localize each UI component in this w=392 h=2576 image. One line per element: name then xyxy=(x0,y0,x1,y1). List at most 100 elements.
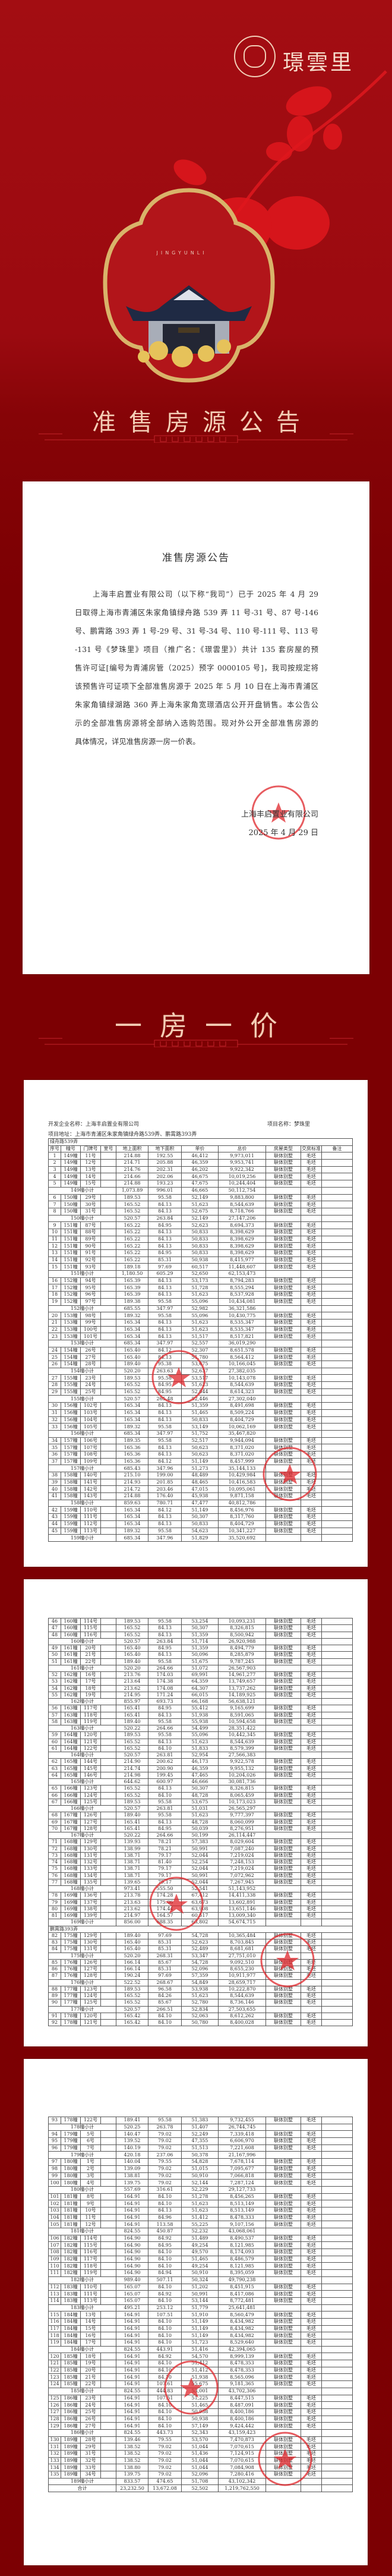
unit-price: 53,517 xyxy=(181,1374,219,1383)
subtotal-label: 182幢小计 xyxy=(48,2276,116,2284)
room-number xyxy=(100,2193,116,2201)
seq-number: 69 xyxy=(48,1818,61,1826)
delivery-standard: 毛坯 xyxy=(301,2206,322,2215)
above-ground-area: 685.43 xyxy=(116,1465,148,1472)
above-ground-area: 856.00 xyxy=(116,1919,148,1926)
above-ground-area: 164.91 xyxy=(116,2401,148,2409)
building-number: 151幢 xyxy=(61,1228,81,1236)
house-type: 联体别墅 xyxy=(265,2165,301,2173)
seq-number: 66 xyxy=(48,1791,61,1799)
table-row: 61 164幢 122号 165.52 84.10 51,833 8,579,399 联体别墅… xyxy=(48,1744,353,1753)
building-number: 184幢 xyxy=(61,2311,81,2319)
note xyxy=(321,2123,353,2131)
delivery-standard: 毛坯 xyxy=(301,2234,322,2243)
seq-number: 64 xyxy=(48,1771,61,1780)
above-ground-area: 189.32 xyxy=(116,1312,148,1320)
unit-price: 54,570 xyxy=(181,2353,219,2361)
unit-price: 52,144 xyxy=(181,2179,219,2187)
above-ground-area: 165.52 xyxy=(116,1999,148,2007)
delivery-standard: 毛坯 xyxy=(301,1818,322,1826)
underground-area: 164.57 xyxy=(148,1911,182,1920)
unit-price: 51,359 xyxy=(181,1402,219,1410)
door-number: 102号 xyxy=(80,1402,101,1410)
door-number: 25号 xyxy=(80,1388,101,1396)
note xyxy=(321,2221,353,2228)
column-header: 室号 xyxy=(100,1145,116,1153)
total-price: 9,181,365 xyxy=(218,2380,266,2388)
seq-number: 7 xyxy=(48,1201,61,1208)
delivery-standard: 毛坯 xyxy=(301,2241,322,2250)
above-ground-area: 165.52 xyxy=(116,1738,148,1746)
house-type: 联体别墅 xyxy=(265,1705,301,1712)
table-row: 71 168幢 129号 139.93 78.21 57,383 8,029,604 联体别墅… xyxy=(48,1838,353,1846)
note xyxy=(321,1698,353,1706)
total-price: 8,447,515 xyxy=(218,2394,266,2402)
unit-price: 66,015 xyxy=(181,1691,219,1699)
seq-number: 68 xyxy=(48,1812,61,1819)
door-number: 129号 xyxy=(80,1838,101,1846)
seq-number: 47 xyxy=(48,1624,61,1632)
delivery-standard: 毛坯 xyxy=(301,1485,322,1494)
seq-number: 126 xyxy=(48,2401,61,2409)
building-number: 164幢 xyxy=(61,1738,81,1746)
building-number: 155幢 xyxy=(61,1381,81,1389)
unit-price: 47,477 xyxy=(181,1499,219,1507)
unit-price: 51,383 xyxy=(181,2117,219,2124)
total-price: 8,451,915 xyxy=(218,2283,266,2291)
room-number xyxy=(100,1249,116,1257)
note xyxy=(321,1152,353,1160)
note xyxy=(321,1367,353,1375)
note xyxy=(321,1492,353,1500)
total-price: 8,703,845 xyxy=(218,1938,266,1947)
total-price: 26,567,903 xyxy=(218,1664,266,1673)
table-row: 7 150幢 30号 165.52 84.13 51,623 8,544,639 联体别墅 毛坯 xyxy=(48,1201,353,1208)
seq-number: 62 xyxy=(48,1758,61,1766)
unit-price: 52,623 xyxy=(181,1221,219,1229)
total-price: 8,999,139 xyxy=(218,2353,266,2361)
subtotal-label: 168幢小计 xyxy=(48,1885,116,1893)
building-number: 186幢 xyxy=(61,2408,81,2416)
building-number: 178幢 xyxy=(61,2012,81,2020)
room-number xyxy=(100,2360,116,2367)
house-type: 联体别墅 xyxy=(265,1744,301,1753)
underground-area: 95.58 xyxy=(148,1718,182,1726)
total-price: 8,317,760 xyxy=(218,1513,266,1521)
underground-area: 79.02 xyxy=(148,2179,182,2187)
unit-price: 51,938 xyxy=(181,2373,219,2382)
total-price: 40,812,786 xyxy=(218,1499,266,1507)
subtotal-row: 155幢小计 520.57 265.48 52,446 27,302,040 xyxy=(48,1395,353,1403)
seq-number: 106 xyxy=(48,2234,61,2243)
table-row: 79 169幢 137号 213.63 175.06 63,673 13,602,891 联体… xyxy=(48,1898,353,1906)
house-type: 联体别墅 xyxy=(265,2269,301,2277)
unit-price: 51,623 xyxy=(181,1291,219,1299)
total-price: 36,321,586 xyxy=(218,1305,266,1313)
building-number: 179幢 xyxy=(61,2144,81,2152)
room-number xyxy=(100,2297,116,2305)
underground-area: 84.26 xyxy=(148,1992,182,2000)
table-row: 126 186幢 24号 164.91 84.10 51,465 8,487,091 联体别墅… xyxy=(48,2401,353,2409)
delivery-standard: 毛坯 xyxy=(301,1298,322,1306)
delivery-standard xyxy=(301,1305,322,1313)
subtotal-label: 160幢小计 xyxy=(48,1637,116,1646)
total-price: 8,500,942 xyxy=(218,1631,266,1639)
note xyxy=(321,1506,353,1514)
road-section-label: 鹏霄路393弄 xyxy=(48,1925,353,1933)
above-ground-area: 214.71 xyxy=(116,1159,148,1167)
room-number xyxy=(100,1388,116,1396)
above-ground-area: 165.52 xyxy=(116,1207,148,1215)
building-number: 180幢 xyxy=(61,2172,81,2180)
table-row: 69 167幢 127号 165.41 84.13 48,728 8,060,099 联体别墅… xyxy=(48,1818,353,1826)
door-number: 131号 xyxy=(80,1945,101,1953)
house-type: 联体别墅 xyxy=(265,1865,301,1873)
building-number: 154幢 xyxy=(61,1346,81,1355)
seq-number: 98 xyxy=(48,2165,61,2173)
table-row: 74 168幢 132号 138.71 81.40 52,254 7,248,153 联体别墅… xyxy=(48,1858,353,1866)
note xyxy=(321,1444,353,1451)
underground-area: 176.40 xyxy=(148,1492,182,1500)
unit-price: 51,517 xyxy=(181,1333,219,1340)
building-number: 152幢 xyxy=(61,1298,81,1306)
underground-area: 84.10 xyxy=(148,2401,182,2409)
building-number: 151幢 xyxy=(61,1256,81,1264)
note xyxy=(321,1228,353,1236)
delivery-standard: 毛坯 xyxy=(301,1911,322,1920)
